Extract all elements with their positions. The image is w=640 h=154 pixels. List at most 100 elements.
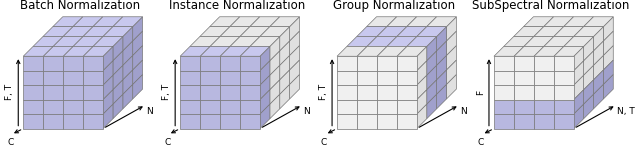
Polygon shape [534,56,554,71]
Polygon shape [23,85,43,100]
Polygon shape [417,90,427,114]
Polygon shape [240,46,270,56]
Polygon shape [426,17,456,27]
Polygon shape [123,41,132,65]
Text: N, T: N, T [617,107,635,116]
Polygon shape [604,31,613,56]
Polygon shape [200,114,220,129]
Polygon shape [593,27,604,51]
Polygon shape [63,85,83,100]
Polygon shape [270,80,280,104]
Polygon shape [427,65,436,90]
Polygon shape [260,46,270,71]
Polygon shape [240,56,260,71]
Polygon shape [260,90,270,114]
Text: F, T: F, T [5,84,14,100]
Polygon shape [574,46,584,71]
Polygon shape [504,36,534,46]
Polygon shape [83,56,103,71]
Polygon shape [230,36,260,46]
Polygon shape [220,114,240,129]
Polygon shape [73,17,102,27]
Polygon shape [584,65,593,90]
Polygon shape [103,104,113,129]
Polygon shape [83,100,103,114]
Polygon shape [23,100,43,114]
Polygon shape [436,85,447,109]
Polygon shape [367,36,397,46]
Polygon shape [357,27,387,36]
Polygon shape [200,46,230,56]
Title: SubSpectral Normalization: SubSpectral Normalization [472,0,629,12]
Polygon shape [436,41,447,65]
Polygon shape [563,17,593,27]
Polygon shape [604,17,613,41]
Text: N: N [303,107,310,116]
Polygon shape [417,46,427,71]
Polygon shape [357,56,377,71]
Polygon shape [573,27,604,36]
Polygon shape [427,94,436,119]
Polygon shape [289,17,300,41]
Polygon shape [289,31,300,56]
Polygon shape [436,70,447,94]
Polygon shape [289,46,300,70]
Polygon shape [357,114,377,129]
Polygon shape [260,61,270,85]
Polygon shape [260,104,270,129]
Polygon shape [220,27,250,36]
Polygon shape [73,36,103,46]
Polygon shape [113,80,123,104]
Title: Group Normalization: Group Normalization [333,0,455,12]
Polygon shape [43,46,73,56]
Polygon shape [514,56,534,71]
Polygon shape [180,56,200,71]
Polygon shape [534,85,554,100]
Polygon shape [200,85,220,100]
Polygon shape [447,17,456,41]
Polygon shape [43,85,63,100]
Polygon shape [83,85,103,100]
Polygon shape [417,27,447,36]
Polygon shape [220,46,250,56]
Polygon shape [200,71,220,85]
Polygon shape [377,27,406,36]
Polygon shape [337,85,357,100]
Polygon shape [132,46,143,70]
Text: F, T: F, T [162,84,171,100]
Polygon shape [544,36,573,46]
Polygon shape [23,46,53,56]
Title: Instance Normalization: Instance Normalization [169,0,305,12]
Polygon shape [240,114,260,129]
Polygon shape [593,85,604,109]
Polygon shape [524,36,554,46]
Polygon shape [534,27,563,36]
Polygon shape [23,71,43,85]
Polygon shape [534,46,564,56]
Polygon shape [397,114,417,129]
Text: N: N [460,107,467,116]
Polygon shape [447,46,456,70]
Polygon shape [554,56,574,71]
Polygon shape [574,90,584,114]
Polygon shape [103,27,132,36]
Polygon shape [240,27,269,36]
Polygon shape [447,31,456,56]
Polygon shape [554,85,574,100]
Polygon shape [543,17,573,27]
Text: C: C [478,138,484,147]
Polygon shape [240,85,260,100]
Polygon shape [357,71,377,85]
Polygon shape [103,61,113,85]
Polygon shape [417,61,427,85]
Polygon shape [220,56,240,71]
Polygon shape [200,56,220,71]
Polygon shape [63,100,83,114]
Polygon shape [132,75,143,99]
Polygon shape [240,71,260,85]
Polygon shape [593,41,604,65]
Text: C: C [321,138,327,147]
Polygon shape [604,75,613,99]
Polygon shape [190,36,220,46]
Polygon shape [200,100,220,114]
